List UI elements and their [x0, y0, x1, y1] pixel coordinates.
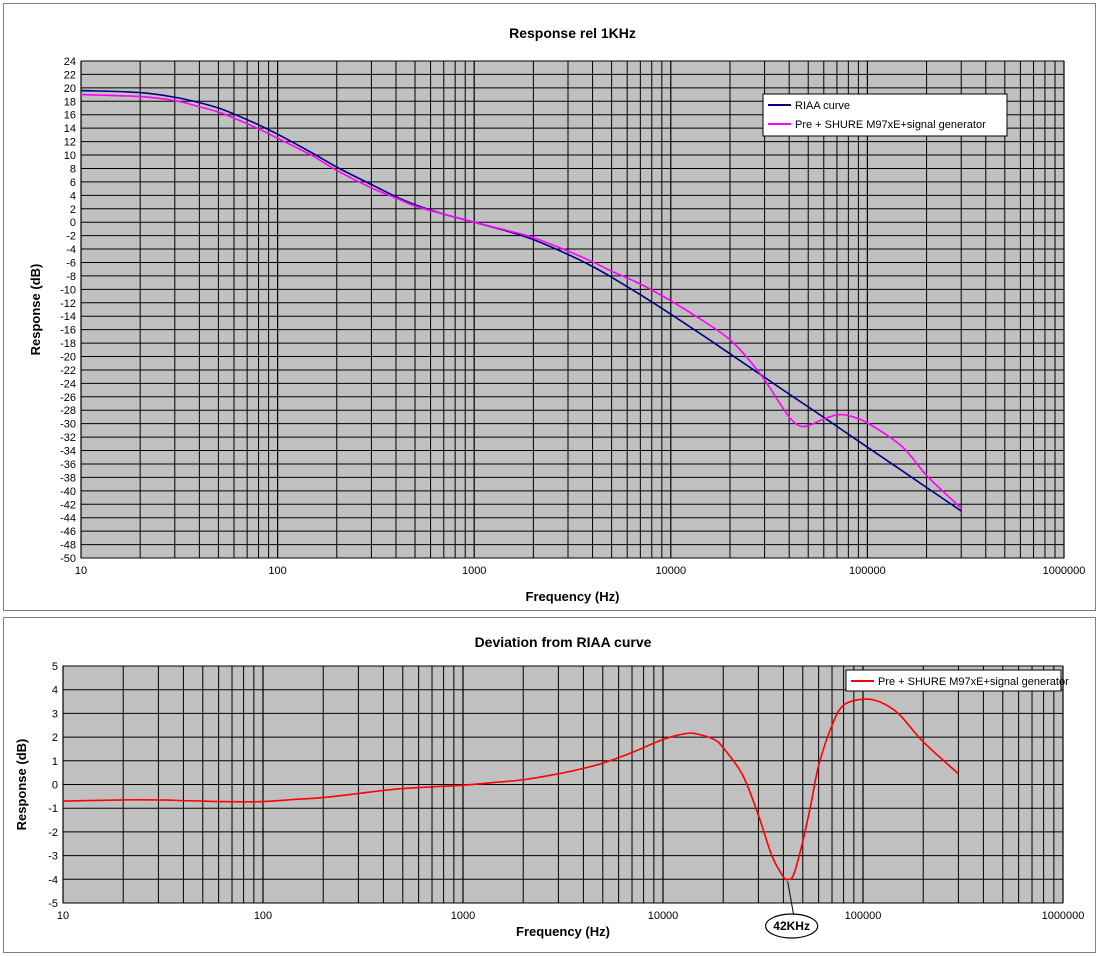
legend: RIAA curve Pre + SHURE M97xE+signal gener… [762, 93, 1008, 137]
plot-area [80, 60, 1065, 559]
x-tick-label: 100000 [845, 910, 882, 922]
y-tick-label: 0 [70, 217, 76, 229]
chart-title: Response rel 1KHz [509, 25, 636, 41]
y-tick-label: -3 [48, 851, 58, 863]
x-tick-label: 10 [57, 910, 69, 922]
x-tick-label: 1000000 [1043, 565, 1086, 577]
y-axis-label: Response (dB) [28, 264, 43, 356]
y-tick-label: -22 [60, 365, 76, 377]
y-tick-label: 5 [52, 661, 58, 673]
response-series-line-1 [80, 93, 962, 509]
y-tick-label: -6 [66, 257, 76, 269]
y-tick-label: -42 [60, 499, 76, 511]
y-tick-labels: -50-48-46-44-42-40-38-36-34-32-30-28-26-… [60, 56, 76, 565]
y-tick-label: -20 [60, 352, 76, 364]
y-gridlines [81, 60, 1064, 559]
y-tick-label: -34 [60, 446, 76, 458]
y-tick-label: -36 [60, 459, 76, 471]
annotation-pointer [787, 881, 795, 916]
y-tick-label: 16 [64, 110, 76, 122]
x-tick-label: 100 [268, 565, 286, 577]
deviation-series-line-0 [62, 698, 959, 881]
y-tick-label: 22 [64, 69, 76, 81]
y-tick-label: -14 [60, 311, 76, 323]
y-tick-label: 2 [70, 204, 76, 216]
y-tick-label: -40 [60, 486, 76, 498]
y-tick-label: 2 [52, 732, 58, 744]
y-tick-label: -46 [60, 526, 76, 538]
y-axis-label: Response (dB) [14, 739, 29, 831]
y-tick-label: -48 [60, 540, 76, 552]
x-tick-label: 10 [75, 565, 87, 577]
y-tick-label: -4 [66, 244, 76, 256]
y-tick-label: -32 [60, 432, 76, 444]
x-axis-label: Frequency (Hz) [516, 924, 610, 939]
legend-entry: Pre + SHURE M97xE+signal generator [795, 119, 986, 131]
chart-title: Deviation from RIAA curve [475, 634, 652, 650]
response-chart-panel: Response rel 1KHz -50 -48 -46 -44 -42 -40 -38 -3… [3, 3, 1096, 611]
y-tick-label: 18 [64, 96, 76, 108]
legend-entry: RIAA curve [795, 100, 850, 112]
x-axis-label: Frequency (Hz) [526, 589, 620, 604]
response-series-line-0 [80, 89, 962, 512]
y-tick-label: -16 [60, 325, 76, 337]
y-tick-label: 4 [52, 685, 58, 697]
y-tick-label: 24 [64, 56, 76, 68]
legend-entry: Pre + SHURE M97xE+signal generator [878, 676, 1069, 688]
x-tick-labels: 10 100 1000 10000 100000 1000000 [57, 910, 1085, 922]
x-tick-label: 100 [254, 910, 272, 922]
x-tick-label: 10000 [656, 565, 687, 577]
y-tick-label: -26 [60, 392, 76, 404]
y-tick-label: 12 [64, 137, 76, 149]
y-tick-label: 20 [64, 83, 76, 95]
x-tick-label: 1000 [451, 910, 475, 922]
x-tick-label: 1000000 [1042, 910, 1085, 922]
y-tick-label: -24 [60, 378, 76, 390]
y-tick-label: -2 [66, 231, 76, 243]
y-tick-label: -8 [66, 271, 76, 283]
annotation-ellipse [765, 913, 819, 939]
y-tick-label: -10 [60, 284, 76, 296]
y-tick-label: 4 [70, 190, 76, 202]
annotation-label: 42KHz [773, 919, 810, 933]
y-tick-label: 8 [70, 163, 76, 175]
y-tick-label: 6 [70, 177, 76, 189]
y-tick-label: 1 [52, 756, 58, 768]
x-tick-label: 10000 [648, 910, 679, 922]
x-tick-labels: 10 100 1000 10000 100000 1000000 [75, 565, 1086, 577]
x-gridlines [62, 666, 1064, 903]
y-tick-label: -1 [48, 803, 58, 815]
y-tick-label: -44 [60, 513, 76, 525]
y-tick-label: -18 [60, 338, 76, 350]
response-chart: Response rel 1KHz-50-48-46-44-42-40-38-3… [28, 25, 1086, 604]
y-tick-labels: -5 -4 -3 -2 -1 0 1 2 3 4 5 [48, 661, 58, 910]
y-tick-label: -12 [60, 298, 76, 310]
y-tick-label: -5 [48, 898, 58, 910]
y-tick-label: -50 [60, 553, 76, 565]
y-tick-label: 14 [64, 123, 76, 135]
y-tick-label: -30 [60, 419, 76, 431]
x-gridlines [80, 61, 1065, 558]
legend-box [845, 669, 1062, 692]
y-tick-label: 10 [64, 150, 76, 162]
deviation-chart-panel: Deviation from RIAA curve -5 -4 -3 -2 -1 0 1 2 3 4… [3, 617, 1096, 953]
y-tick-label: 0 [52, 780, 58, 792]
legend-box [762, 93, 1008, 137]
legend: Pre + SHURE M97xE+signal generator [845, 669, 1069, 692]
x-tick-label: 100000 [849, 565, 886, 577]
y-tick-label: -4 [48, 874, 58, 886]
y-tick-label: -38 [60, 472, 76, 484]
y-tick-label: -28 [60, 405, 76, 417]
y-tick-label: 3 [52, 708, 58, 720]
y-tick-label: -2 [48, 827, 58, 839]
x-tick-label: 1000 [462, 565, 486, 577]
deviation-chart: Deviation from RIAA curve -5 -4 -3 -2 -1 0 1 2 3 4… [14, 634, 1085, 939]
